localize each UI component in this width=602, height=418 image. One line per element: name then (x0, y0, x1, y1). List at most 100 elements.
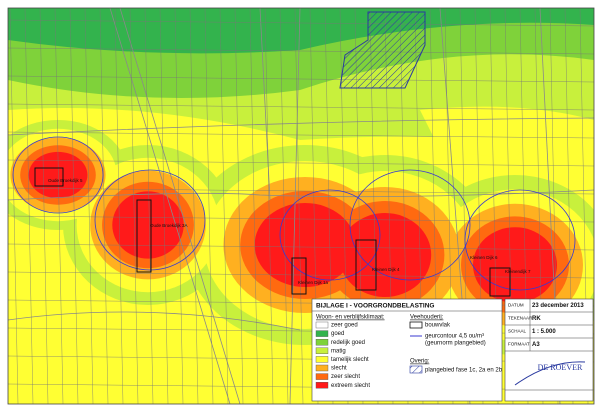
legend-title: BIJLAGE I - VOORGRONDBELASTING (316, 303, 434, 310)
legend-swatch (315, 339, 329, 346)
table-value: A3 (532, 342, 540, 348)
legend-label: (geurnorm plangebied) (425, 341, 486, 347)
parcel-line (8, 103, 594, 111)
table-key: TEKENAAR (508, 316, 533, 321)
table-value: RK (532, 316, 541, 322)
road (289, 8, 301, 404)
parcel-line (24, 8, 34, 404)
map-label: Oude Broekdijk 3A (150, 223, 188, 228)
building-plot (34, 167, 64, 187)
odour-contour (94, 169, 206, 271)
map-label: Kleinendijk 7 (505, 269, 531, 274)
parcel-line (264, 8, 274, 404)
parcel-line (144, 8, 154, 404)
logo-name: DE ROEVER (538, 363, 583, 372)
legend-swatch (315, 356, 329, 363)
legend-swatch (315, 382, 329, 389)
building-plot (489, 267, 511, 297)
legend-swatch (315, 330, 329, 337)
parcel-line (249, 8, 259, 404)
legend-label: tamelijk slecht (331, 357, 369, 363)
road (8, 117, 594, 136)
parcel-line (114, 8, 124, 404)
parcel-line (39, 8, 49, 404)
parcel-line (9, 8, 19, 404)
legend-label: plangebied fase 1c, 2a en 2b (425, 368, 503, 374)
map-frame (7, 7, 595, 405)
parcel-line (174, 8, 184, 404)
legend-heading: Woon- en verblijfsklimaat: (316, 315, 385, 321)
legend-label: matig (331, 348, 346, 354)
odour-zone (338, 213, 432, 297)
legend-swatch (409, 365, 423, 374)
parcel-line (159, 8, 169, 404)
parcel-line (84, 8, 94, 404)
parcel-line (129, 8, 139, 404)
zone (420, 106, 594, 170)
building-plot (355, 239, 377, 291)
parcel-line (8, 131, 594, 139)
parcel-line (54, 8, 64, 404)
odour-zone (112, 191, 184, 259)
legend-box (311, 298, 503, 402)
info-table: DATUM 23 december 2013 TEKENAAR RK SCHAAL 1 :… (504, 298, 594, 402)
road (109, 8, 231, 404)
table-key: SCHAAL (508, 329, 527, 334)
legend-label: goed (331, 331, 344, 337)
odour-contour (349, 169, 471, 281)
parcel-line (8, 271, 594, 279)
road (8, 311, 301, 331)
parcel-line (8, 187, 594, 195)
road (8, 189, 594, 201)
parcel-line (219, 8, 229, 404)
legend-label: bouwvlak (425, 323, 451, 329)
legend: BIJLAGE I - VOORGRONDBELASTING Woon- en v… (311, 298, 503, 402)
logo-mark (514, 361, 586, 386)
map-label: Kleinen Dijk 4 (372, 267, 400, 272)
legend-label: zeer goed (331, 323, 358, 329)
parcel-line (8, 215, 594, 223)
legend-swatch (409, 321, 423, 329)
road (119, 8, 241, 404)
building-plot (291, 257, 307, 295)
legend-label: extreem slecht (331, 383, 370, 389)
odour-contour (12, 136, 104, 214)
parcel-line (279, 8, 289, 404)
table-value: 23 december 2013 (532, 303, 584, 309)
legend-label: slecht (331, 366, 347, 372)
odour-zone (473, 227, 557, 303)
table-box (504, 298, 594, 402)
map-label: Kleinen Dijk 1a (298, 280, 329, 285)
legend-swatch (315, 373, 329, 380)
table-key: DATUM (508, 303, 524, 308)
legend-label: geurcontour 4,5 ou/m³ (425, 334, 484, 340)
map-label: Kleinen Dijk 6 (470, 255, 498, 260)
legend-label: redelijk goed (331, 340, 365, 346)
odour-contour (464, 189, 576, 291)
plan-area (339, 11, 426, 89)
parcel-line (234, 8, 244, 404)
parcel-line (8, 47, 594, 55)
legend-swatch (315, 347, 329, 354)
building-plot (136, 199, 152, 273)
legend-label: zeer slecht (331, 374, 360, 380)
parcel-line (8, 75, 594, 83)
parcel-line (204, 8, 214, 404)
parcel-line (8, 159, 594, 167)
parcel-line (189, 8, 199, 404)
legend-swatch (315, 321, 329, 329)
legend-heading: Veehouderij: (410, 315, 444, 321)
parcel-line (8, 243, 594, 251)
legend-heading: Overig: (410, 359, 430, 365)
map-label: Oude Broekdijk 5 (48, 178, 83, 183)
table-key: FORMAAT (508, 342, 530, 347)
parcel-line (69, 8, 79, 404)
parcel-line (8, 19, 594, 27)
zone (8, 8, 594, 54)
odour-contour (279, 189, 381, 281)
parcel-line (294, 8, 304, 404)
parcel-line (99, 8, 109, 404)
table-value: 1 : 5.000 (532, 329, 556, 335)
